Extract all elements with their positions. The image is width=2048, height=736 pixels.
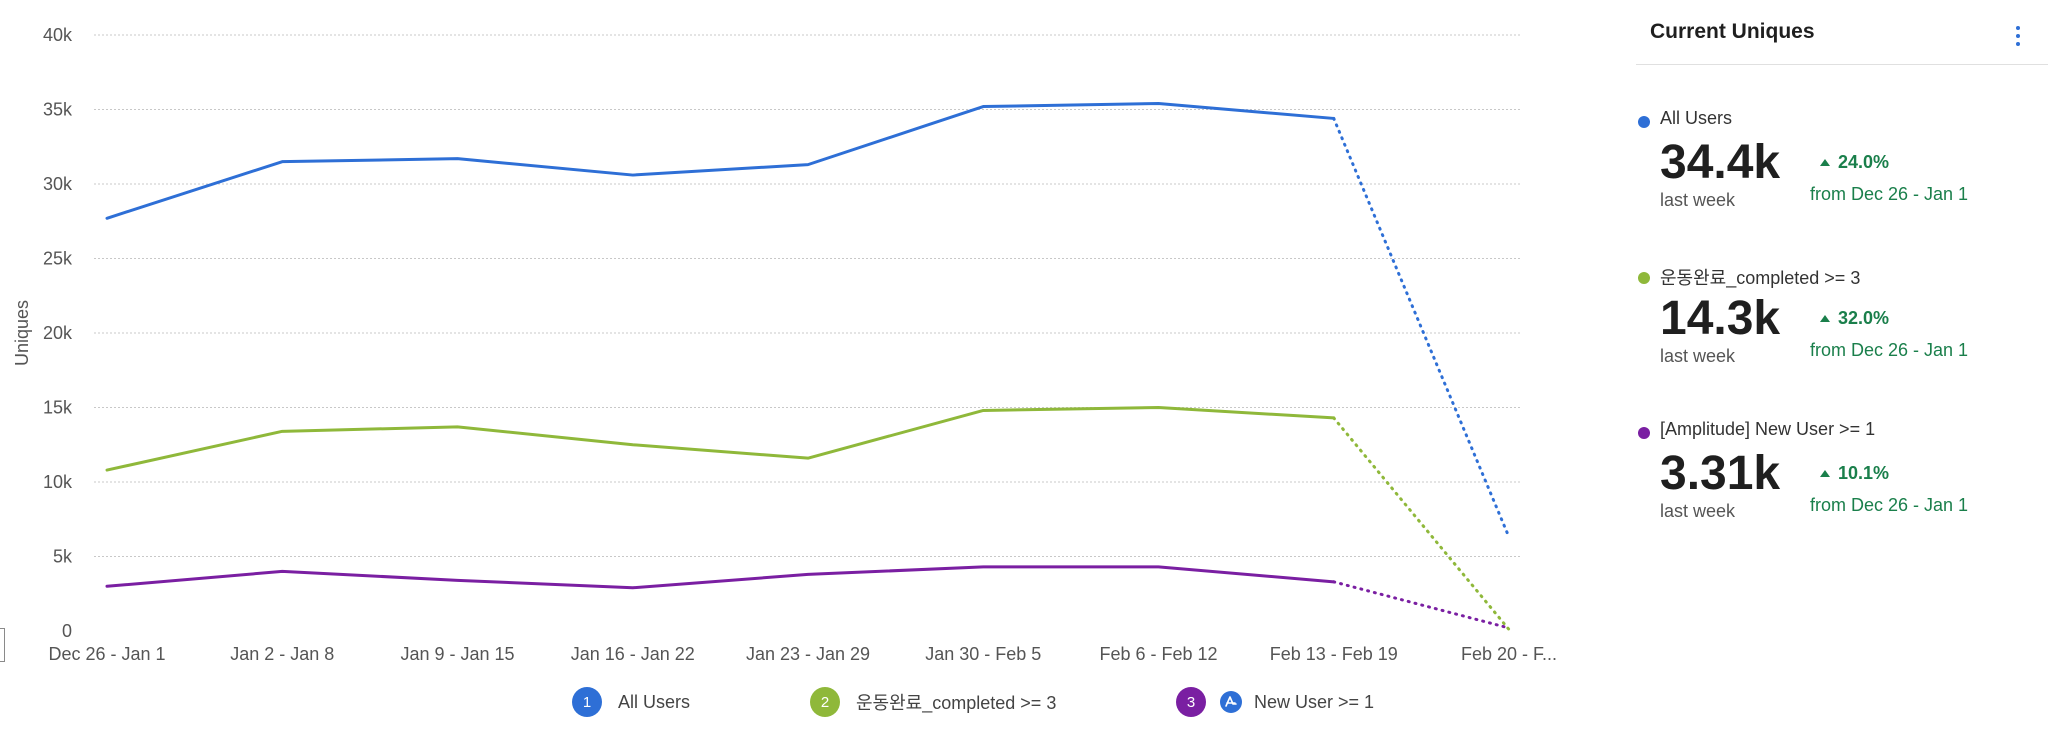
metric-name: All Users xyxy=(1660,108,1733,128)
line-chart: 0 5k 10k 15k 20k 25k 30k 35k 40k Dec 26 - Jan 1 Ja… xyxy=(12,25,1557,664)
y-tick-label: 40k xyxy=(43,25,73,45)
x-tick-label: Jan 16 - Jan 22 xyxy=(571,644,695,664)
y-tick-label: 5k xyxy=(53,547,73,567)
metric-name: 운동완료_completed >= 3 xyxy=(1660,268,1861,288)
legend-badge-2: 2 xyxy=(810,687,840,717)
y-tick-label: 35k xyxy=(43,100,73,120)
metric-period: last week xyxy=(1660,346,1736,366)
current-uniques-panel: Current Uniques All Users 34.4k last wee… xyxy=(1636,0,2048,736)
metric-change: 32.0% xyxy=(1820,308,1889,329)
x-tick-label: Jan 2 - Jan 8 xyxy=(230,644,334,664)
x-tick-label: Dec 26 - Jan 1 xyxy=(48,644,165,664)
metric-workout-completed: 운동완료_completed >= 3 14.3k last week 32.0… xyxy=(1636,260,2048,400)
legend-badge-1: 1 xyxy=(572,687,602,717)
series-incomplete-segment xyxy=(1332,116,1511,539)
y-tick-label: 10k xyxy=(43,472,73,492)
legend-item-all-users[interactable]: 1 All Users xyxy=(572,684,690,720)
panel-divider xyxy=(1636,64,2048,65)
arrow-up-icon xyxy=(1820,159,1830,166)
x-tick-label: Feb 6 - Feb 12 xyxy=(1099,644,1217,664)
x-tick-label: Feb 20 - F... xyxy=(1461,644,1557,664)
x-tick-label: Jan 30 - Feb 5 xyxy=(925,644,1041,664)
x-tick-label: Jan 9 - Jan 15 xyxy=(400,644,514,664)
metric-change: 24.0% xyxy=(1820,152,1889,173)
metric-value: 34.4k xyxy=(1660,136,1781,189)
metric-change: 10.1% xyxy=(1820,463,1889,484)
legend-item-new-user[interactable]: 3 New User >= 1 xyxy=(1176,684,1374,720)
arrow-up-icon xyxy=(1820,315,1830,322)
series-line xyxy=(105,565,1336,590)
metric-comparison: from Dec 26 - Jan 1 xyxy=(1810,184,1969,204)
y-tick-label: 20k xyxy=(43,323,73,343)
more-vertical-icon[interactable] xyxy=(2006,22,2030,50)
metric-new-user: [Amplitude] New User >= 1 3.31k last wee… xyxy=(1636,415,2048,555)
amplitude-icon xyxy=(1220,691,1242,713)
y-tick-label: 0 xyxy=(62,621,72,641)
metric-comparison: from Dec 26 - Jan 1 xyxy=(1810,495,1969,515)
metric-period: last week xyxy=(1660,190,1736,210)
panel-title: Current Uniques xyxy=(1650,20,1815,43)
metric-name: [Amplitude] New User >= 1 xyxy=(1660,419,1876,439)
metric-comparison: from Dec 26 - Jan 1 xyxy=(1810,340,1969,360)
series-color-dot xyxy=(1638,116,1650,128)
series-color-dot xyxy=(1638,272,1650,284)
chart-area: 0 5k 10k 15k 20k 25k 30k 35k 40k Dec 26 - Jan 1 Ja… xyxy=(0,25,1557,664)
legend-item-workout-completed[interactable]: 2 운동완료_completed >= 3 xyxy=(810,684,1056,720)
legend-label: 운동완료_completed >= 3 xyxy=(856,693,1057,713)
metric-period: last week xyxy=(1660,501,1736,521)
y-tick-label: 30k xyxy=(43,174,73,194)
y-axis-label: Uniques xyxy=(12,300,32,366)
legend-badge-3: 3 xyxy=(1176,687,1206,717)
chart-legend: 1 All Users 2 운동완료_completed >= 3 3 New … xyxy=(0,684,1560,720)
arrow-up-icon xyxy=(1820,470,1830,477)
series-line xyxy=(105,406,1336,472)
metric-all-users: All Users 34.4k last week 24.0% from Dec… xyxy=(1636,104,2048,244)
y-tick-label: 15k xyxy=(43,398,73,418)
x-tick-label: Feb 13 - Feb 19 xyxy=(1270,644,1398,664)
series-incomplete-segment xyxy=(1332,416,1511,632)
x-tick-label: Jan 23 - Jan 29 xyxy=(746,644,870,664)
series-line xyxy=(105,102,1336,220)
series-incomplete-segment xyxy=(1332,580,1511,630)
y-tick-label: 25k xyxy=(43,249,73,269)
scroll-handle[interactable] xyxy=(0,628,5,662)
metric-value: 3.31k xyxy=(1660,447,1781,500)
metric-value: 14.3k xyxy=(1660,292,1781,345)
series-color-dot xyxy=(1638,427,1650,439)
legend-label: New User >= 1 xyxy=(1254,691,1375,712)
legend-label: All Users xyxy=(618,691,691,712)
